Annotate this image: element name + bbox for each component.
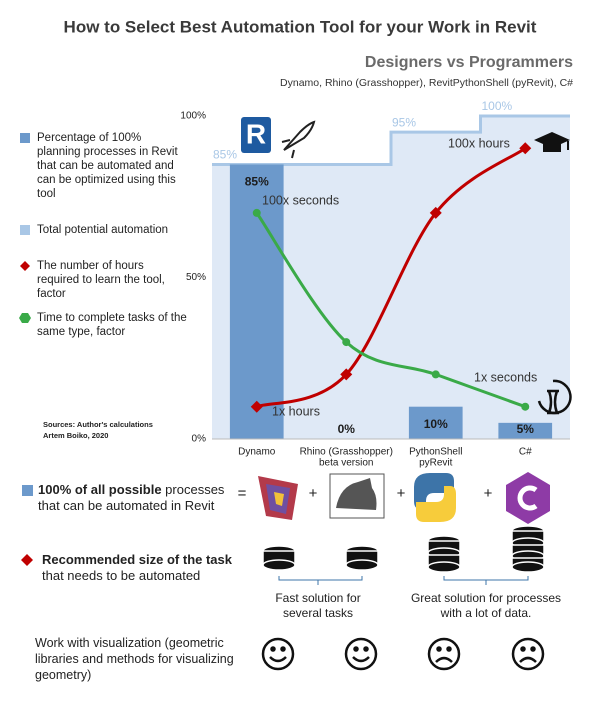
legend-marker [20,133,30,143]
database-icons [262,525,545,573]
legend-marker [20,225,30,235]
group-caption: Great solution for processes [411,591,561,605]
sources: Sources: Author's calculations [43,420,153,429]
legend-label: Percentage of 100% planning processes in… [37,132,178,200]
chart-title: How to Select Best Automation Tool for y… [64,17,537,36]
task-size-text: Recommended size of the task that needs … [42,552,252,584]
y-tick-label: 0% [192,434,207,445]
dynamo-logo [258,476,298,520]
annotation: 1x hours [272,404,320,418]
group-caption: with a lot of data. [440,606,532,620]
group-caption: several tasks [283,606,353,620]
x-tick-label: Rhino (Grasshopper) [300,447,393,458]
line-marker [252,208,261,217]
group-caption: Fast solution for [275,591,360,605]
chart-caption: Dynamo, Rhino (Grasshopper), RevitPython… [280,77,573,89]
bar-value-label: 85% [245,175,269,189]
legend-marker [19,313,31,323]
plot: 85% 95% 100% 85% 0% 10% 5% 0% 50% 100% Dynamo Rhino… [180,99,570,469]
face-icons [261,637,545,671]
line-marker [250,400,263,413]
automation-line2: that can be automated in Revit [38,498,215,513]
bar-value-label: 10% [424,417,448,431]
legend-label: Time to complete tasks of the same type,… [37,312,187,338]
rhino-logo [329,473,385,519]
sources: Artem Boiko, 2020 [43,431,109,440]
operator: + [309,485,318,502]
x-tick-label: PythonShell [409,447,462,458]
visualization-text: Work with visualization (geometric libra… [35,636,234,682]
line-marker [521,402,530,411]
automation-emphasis: 100% of all possible [38,482,162,497]
chart-subtitle: Designers vs Programmers [365,54,573,71]
operator: + [397,485,406,502]
potential-area [212,116,570,439]
potential-step-line [212,114,570,166]
task-size-emphasis: Recommended size of the task [42,552,232,567]
bar-value-label: 5% [517,422,535,436]
clock-icon [537,379,572,415]
cap-icon [534,132,570,152]
operator: = [238,485,247,502]
line-marker [519,142,532,155]
operator: + [484,485,493,502]
automation-text: 100% of all possible processes that can … [38,482,238,514]
rocket-icon [281,120,316,159]
line-marker [340,368,353,381]
line-marker [342,338,351,347]
legend-label: Total potential automation [37,224,169,236]
annotation: 100x seconds [262,193,339,207]
potential-label: 100% [482,99,513,113]
python-logo [414,473,456,522]
legend-label: The number of hours required to learn th… [37,260,165,300]
task-size-line2: that needs to be automated [42,568,201,583]
annotation: 100x hours [448,136,510,150]
bar [498,422,553,439]
y-tick-label: 50% [186,272,206,283]
automation-marker [22,485,33,496]
automation-rest: processes [165,482,225,497]
revit-icon: R [241,117,271,153]
x-tick-label: C# [519,447,532,458]
line-marker [431,370,440,379]
x-tick-sublabel: pyRevit [419,458,453,469]
line [256,147,527,409]
y-tick-label: 100% [180,111,206,122]
bar [408,406,463,439]
task-size-marker [21,554,33,566]
potential-label: 85% [213,148,237,162]
x-tick-label: Dynamo [238,447,276,458]
potential-label: 95% [392,115,416,129]
csharp-logo [506,472,550,524]
bar-value-label: 0% [338,422,356,436]
line-marker [429,206,442,219]
annotation: 1x seconds [474,370,537,384]
line [255,212,526,409]
group-brackets [278,576,529,585]
x-tick-sublabel: beta version [319,458,373,469]
legend-marker [20,261,30,271]
svg-text:R: R [246,118,266,149]
